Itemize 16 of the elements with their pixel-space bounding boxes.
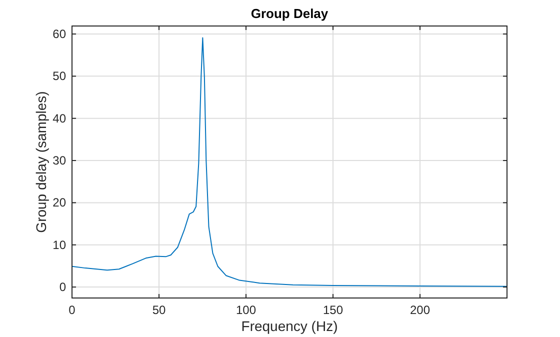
line-series [72, 37, 507, 287]
x-tick-label: 0 [68, 303, 76, 317]
x-tick-label: 50 [152, 303, 166, 317]
x-axis-title: Frequency (Hz) [241, 318, 338, 334]
y-tick-label: 40 [52, 111, 66, 126]
x-tick-label: 150 [322, 303, 344, 317]
y-tick-label: 0 [59, 280, 66, 294]
y-tick-label: 50 [52, 69, 66, 84]
y-tick-label: 20 [52, 196, 66, 210]
y-axis-title: Group delay (samples) [33, 91, 49, 233]
y-tick-label: 30 [52, 154, 66, 168]
x-tick-label: 100 [236, 303, 256, 317]
y-tick-label: 10 [52, 238, 66, 252]
x-tick-label: 200 [410, 303, 430, 317]
y-tick-label: 60 [52, 27, 66, 42]
chart-title: Group Delay [250, 6, 329, 21]
